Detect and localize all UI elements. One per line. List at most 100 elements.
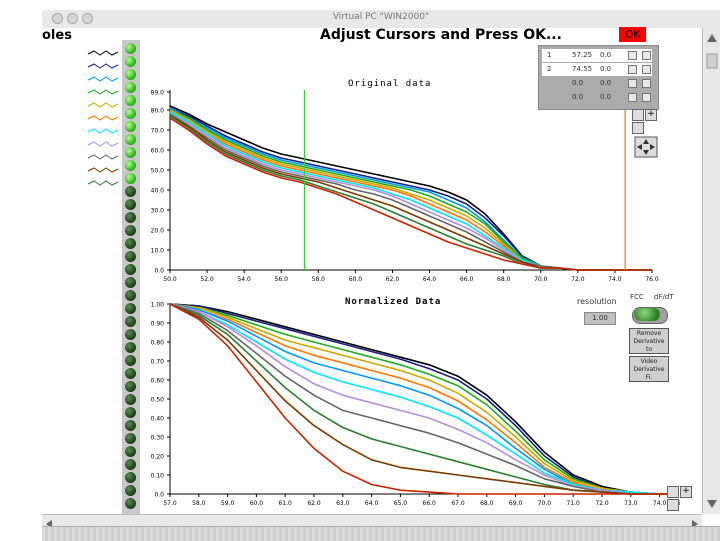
series-line bbox=[169, 303, 674, 495]
x-tick-label: 57.0 bbox=[163, 500, 177, 507]
x-tick-label: 54.0 bbox=[237, 276, 251, 283]
cursor-mover-icon[interactable] bbox=[634, 136, 658, 158]
vertical-scrollbar[interactable] bbox=[702, 28, 720, 514]
cursor-y-value: 0.0 bbox=[600, 51, 612, 59]
led-off bbox=[125, 381, 136, 392]
x-tick-label: 68.0 bbox=[497, 276, 511, 283]
y-tick-label: 50.0 bbox=[151, 168, 165, 175]
led-off bbox=[125, 290, 136, 301]
cursor-x-value: 0.0 bbox=[572, 79, 584, 87]
cursor-index: 2 bbox=[547, 65, 552, 73]
x-tick-label: 63.0 bbox=[336, 500, 350, 507]
led-off bbox=[125, 433, 136, 444]
add-cursor-icon[interactable]: + bbox=[645, 109, 657, 121]
x-tick-label: 69.0 bbox=[509, 500, 523, 507]
led-off bbox=[125, 277, 136, 288]
resolution-input[interactable]: 1.00 bbox=[584, 312, 616, 325]
graph-pan-icon[interactable] bbox=[667, 499, 679, 511]
y-tick-label: 0.30 bbox=[151, 435, 165, 442]
cursor-style-icon[interactable] bbox=[628, 65, 637, 74]
cursor-style-icon[interactable] bbox=[628, 93, 637, 102]
window-title: Virtual PC "WIN2000" bbox=[332, 12, 430, 22]
x-tick-label: 60.0 bbox=[349, 276, 363, 283]
remove-derivative-button[interactable]: Remove Derivative to bbox=[629, 328, 669, 354]
y-tick-label: 0.50 bbox=[151, 397, 165, 404]
led-off bbox=[125, 238, 136, 249]
cursor-lock-icon[interactable] bbox=[642, 93, 651, 102]
cursor-table[interactable]: 1 57.25 0.0 2 74.55 0.0 0.0 0.0 0.0 0.0 bbox=[538, 45, 659, 110]
led-off bbox=[125, 394, 136, 405]
status-stripe bbox=[42, 527, 720, 541]
x-tick-label: 64.0 bbox=[365, 500, 379, 507]
y-tick-label: 20.0 bbox=[151, 228, 165, 235]
cursor-row-4[interactable]: 0.0 0.0 bbox=[542, 91, 652, 104]
x-tick-label: 61.0 bbox=[279, 500, 293, 507]
led-on bbox=[125, 108, 136, 119]
led-on bbox=[125, 173, 136, 184]
cursor-y-value: 0.0 bbox=[600, 79, 612, 87]
y-tick-label: 0.40 bbox=[151, 416, 165, 423]
led-off bbox=[125, 329, 136, 340]
led-on bbox=[125, 147, 136, 158]
series-line bbox=[169, 107, 652, 271]
y-tick-label: 0.80 bbox=[151, 340, 165, 347]
graph-add-icon[interactable]: + bbox=[680, 486, 692, 498]
cursor-style-icon[interactable] bbox=[628, 51, 637, 60]
video-derivative-button[interactable]: Video Derivative Fi. bbox=[629, 356, 669, 382]
cursor-row-1[interactable]: 1 57.25 0.0 bbox=[542, 49, 652, 62]
led-off bbox=[125, 251, 136, 262]
led-off bbox=[125, 225, 136, 236]
original-data-chart[interactable]: 0.0 10.0 20.0 30.0 40.0 50.0 60.0 70.0 80.0 89.0 5… bbox=[140, 74, 660, 294]
close-icon[interactable] bbox=[52, 13, 63, 24]
toggle-knob[interactable] bbox=[634, 308, 660, 321]
y-tick-label: 0.70 bbox=[151, 359, 165, 366]
led-on bbox=[125, 82, 136, 93]
led-on bbox=[125, 69, 136, 80]
cursor-row-2[interactable]: 2 74.55 0.0 bbox=[542, 63, 652, 76]
x-tick-label: 64.0 bbox=[423, 276, 437, 283]
led-off bbox=[125, 407, 136, 418]
cursor-x-value: 0.0 bbox=[572, 93, 584, 101]
led-off bbox=[125, 316, 136, 327]
y-tick-label: 0.60 bbox=[151, 378, 165, 385]
y-tick-label: 10.0 bbox=[151, 248, 165, 255]
cursor-y-value: 0.0 bbox=[600, 65, 612, 73]
x-tick-label: 66.0 bbox=[423, 500, 437, 507]
cursor-x-value: 74.55 bbox=[572, 65, 593, 73]
panel-left-title: oles bbox=[42, 28, 72, 43]
x-tick-label: 56.0 bbox=[275, 276, 289, 283]
legend-swatch bbox=[87, 50, 119, 56]
led-on bbox=[125, 43, 136, 54]
button-line: Derivative bbox=[633, 338, 665, 345]
y-tick-label: 60.0 bbox=[151, 148, 165, 155]
led-off bbox=[125, 472, 136, 483]
cursor-style-icon[interactable] bbox=[628, 79, 637, 88]
cursor-lock-icon[interactable] bbox=[642, 51, 651, 60]
zoom-tool-icon[interactable] bbox=[632, 122, 644, 134]
zoom-icon[interactable] bbox=[82, 13, 93, 24]
y-tick-label: 0.0 bbox=[154, 268, 164, 275]
cursor-lock-icon[interactable] bbox=[642, 79, 651, 88]
button-line: to bbox=[645, 346, 653, 353]
button-line: Fi. bbox=[645, 374, 653, 381]
series-line bbox=[169, 303, 674, 495]
series-line bbox=[169, 117, 652, 271]
series-line bbox=[169, 111, 652, 271]
ok-button[interactable]: OK bbox=[619, 27, 646, 42]
graph-zoom-icon[interactable] bbox=[667, 486, 679, 498]
series-line bbox=[169, 109, 652, 271]
cursor-row-3[interactable]: 0.0 0.0 bbox=[542, 77, 652, 90]
series-line bbox=[169, 111, 652, 271]
x-tick-label: 68.0 bbox=[480, 500, 494, 507]
legend-swatch bbox=[87, 102, 119, 108]
series-line bbox=[169, 303, 674, 495]
led-off bbox=[125, 420, 136, 431]
minimize-icon[interactable] bbox=[67, 13, 78, 24]
cursor-scroll-icon[interactable] bbox=[632, 109, 644, 121]
x-tick-label: 67.0 bbox=[451, 500, 465, 507]
normalized-data-chart[interactable]: 0.0 0.10 0.20 0.30 0.40 0.50 0.60 0.70 0.80 0.90 1… bbox=[140, 294, 680, 514]
legend-swatch bbox=[87, 76, 119, 82]
cursor-lock-icon[interactable] bbox=[642, 65, 651, 74]
led-off bbox=[125, 459, 136, 470]
cursor-index: 1 bbox=[547, 51, 552, 59]
